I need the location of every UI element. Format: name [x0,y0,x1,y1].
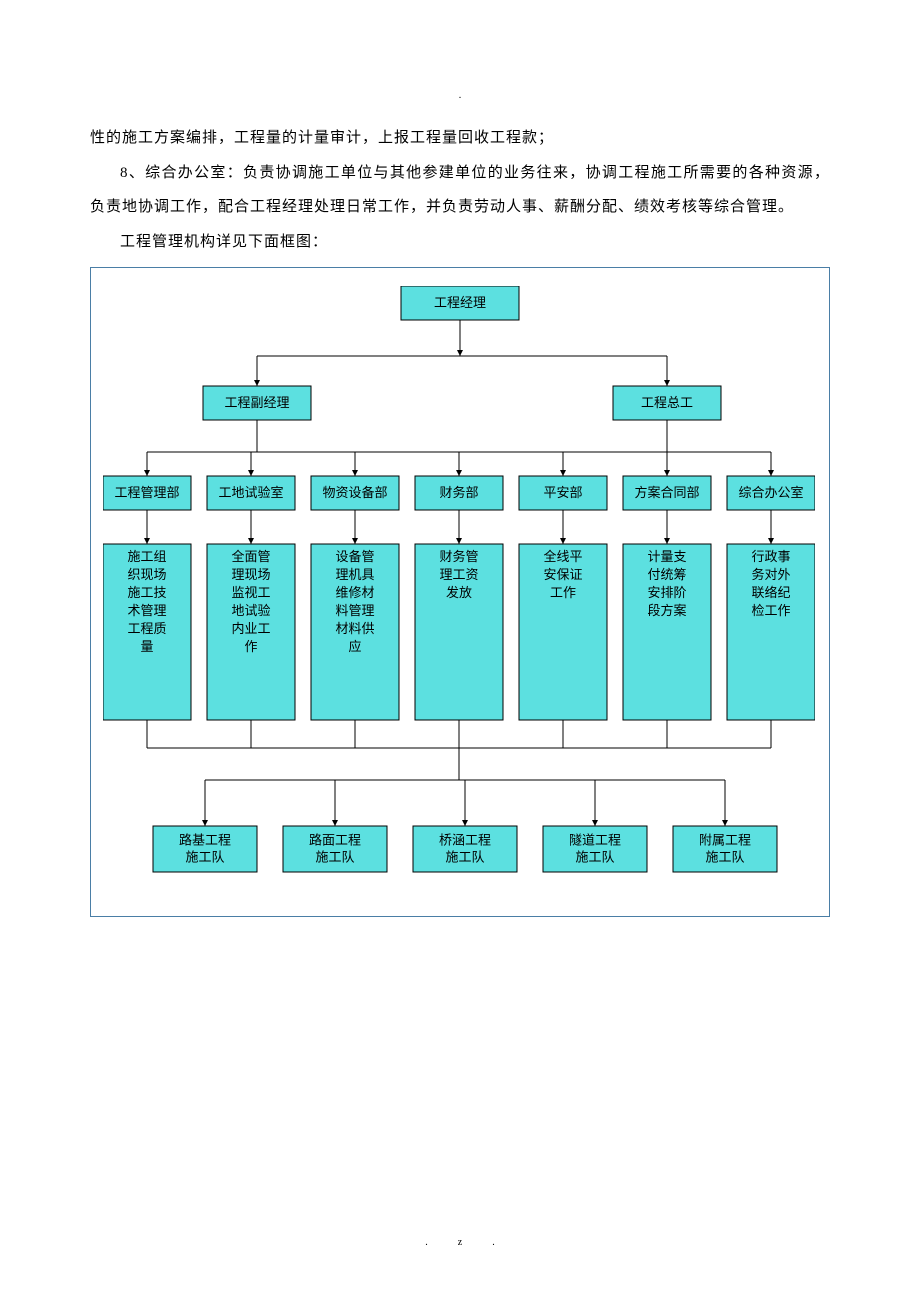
svg-text:量: 量 [140,639,153,654]
svg-text:路面工程: 路面工程 [309,832,361,847]
svg-text:应: 应 [348,639,361,654]
svg-text:计量支: 计量支 [647,549,686,564]
svg-text:材料供: 材料供 [335,621,374,636]
svg-text:桥涵工程: 桥涵工程 [439,832,491,847]
svg-text:检工作: 检工作 [751,603,790,618]
svg-text:段方案: 段方案 [647,603,686,618]
svg-text:务对外: 务对外 [751,567,790,582]
svg-text:施工队: 施工队 [315,849,354,864]
svg-text:安排阶: 安排阶 [647,585,686,600]
svg-text:综合办公室: 综合办公室 [738,485,803,500]
svg-text:料管理: 料管理 [335,603,374,618]
top-marker: . [90,90,830,101]
svg-text:内业工: 内业工 [231,621,270,636]
org-chart-svg: 工程经理工程副经理 工程总工工程管理部 工地试验室 物资设备部 财务部 平安部 方案合同部 综… [103,286,815,886]
svg-text:财务部: 财务部 [439,485,478,500]
svg-text:隧道工程: 隧道工程 [569,832,621,847]
nodes-layer: 工程经理工程副经理 工程总工工程管理部 工地试验室 物资设备部 财务部 平安部 方案合同部 综… [103,286,815,872]
svg-text:理机具: 理机具 [335,567,374,582]
svg-text:工程总工: 工程总工 [641,395,693,410]
svg-text:施工组: 施工组 [127,549,166,564]
svg-text:财务管: 财务管 [439,549,478,564]
svg-text:工程质: 工程质 [127,621,166,636]
svg-text:方案合同部: 方案合同部 [634,485,699,500]
svg-text:施工队: 施工队 [185,849,224,864]
svg-text:全面管: 全面管 [231,549,270,564]
svg-text:术管理: 术管理 [127,603,166,618]
svg-text:平安部: 平安部 [543,485,582,500]
svg-text:路基工程: 路基工程 [179,832,231,847]
svg-text:附属工程: 附属工程 [699,832,751,847]
svg-text:工地试验室: 工地试验室 [218,485,283,500]
svg-text:工作: 工作 [550,585,576,600]
svg-text:安保证: 安保证 [543,567,582,582]
svg-text:行政事: 行政事 [751,549,790,564]
svg-text:作: 作 [244,639,257,654]
svg-text:理工资: 理工资 [439,567,478,582]
svg-text:发放: 发放 [446,585,472,600]
paragraph-1: 性的施工方案编排，工程量的计量审计，上报工程量回收工程款； [90,121,830,156]
svg-text:理现场: 理现场 [231,567,270,582]
svg-text:联络纪: 联络纪 [751,585,790,600]
paragraph-2: 8、综合办公室：负责协调施工单位与其他参建单位的业务往来，协调工程施工所需要的各… [90,156,830,225]
svg-text:工程经理: 工程经理 [434,295,486,310]
svg-text:施工队: 施工队 [445,849,484,864]
svg-text:工程副经理: 工程副经理 [224,395,289,410]
svg-text:地试验: 地试验 [231,603,270,618]
svg-text:施工队: 施工队 [705,849,744,864]
svg-text:设备管: 设备管 [335,549,374,564]
org-chart-container: 工程经理工程副经理 工程总工工程管理部 工地试验室 物资设备部 财务部 平安部 方案合同部 综… [90,267,830,917]
svg-text:全线平: 全线平 [543,549,582,564]
footer-marker: .z. [90,1237,830,1248]
paragraph-3: 工程管理机构详见下面框图： [90,225,830,260]
svg-text:维修材: 维修材 [335,585,374,600]
svg-text:付统筹: 付统筹 [647,567,686,582]
svg-text:监视工: 监视工 [231,585,270,600]
svg-text:工程管理部: 工程管理部 [114,485,179,500]
svg-text:施工队: 施工队 [575,849,614,864]
svg-text:织现场: 织现场 [127,567,166,582]
svg-text:物资设备部: 物资设备部 [322,485,387,500]
svg-text:施工技: 施工技 [127,585,166,600]
